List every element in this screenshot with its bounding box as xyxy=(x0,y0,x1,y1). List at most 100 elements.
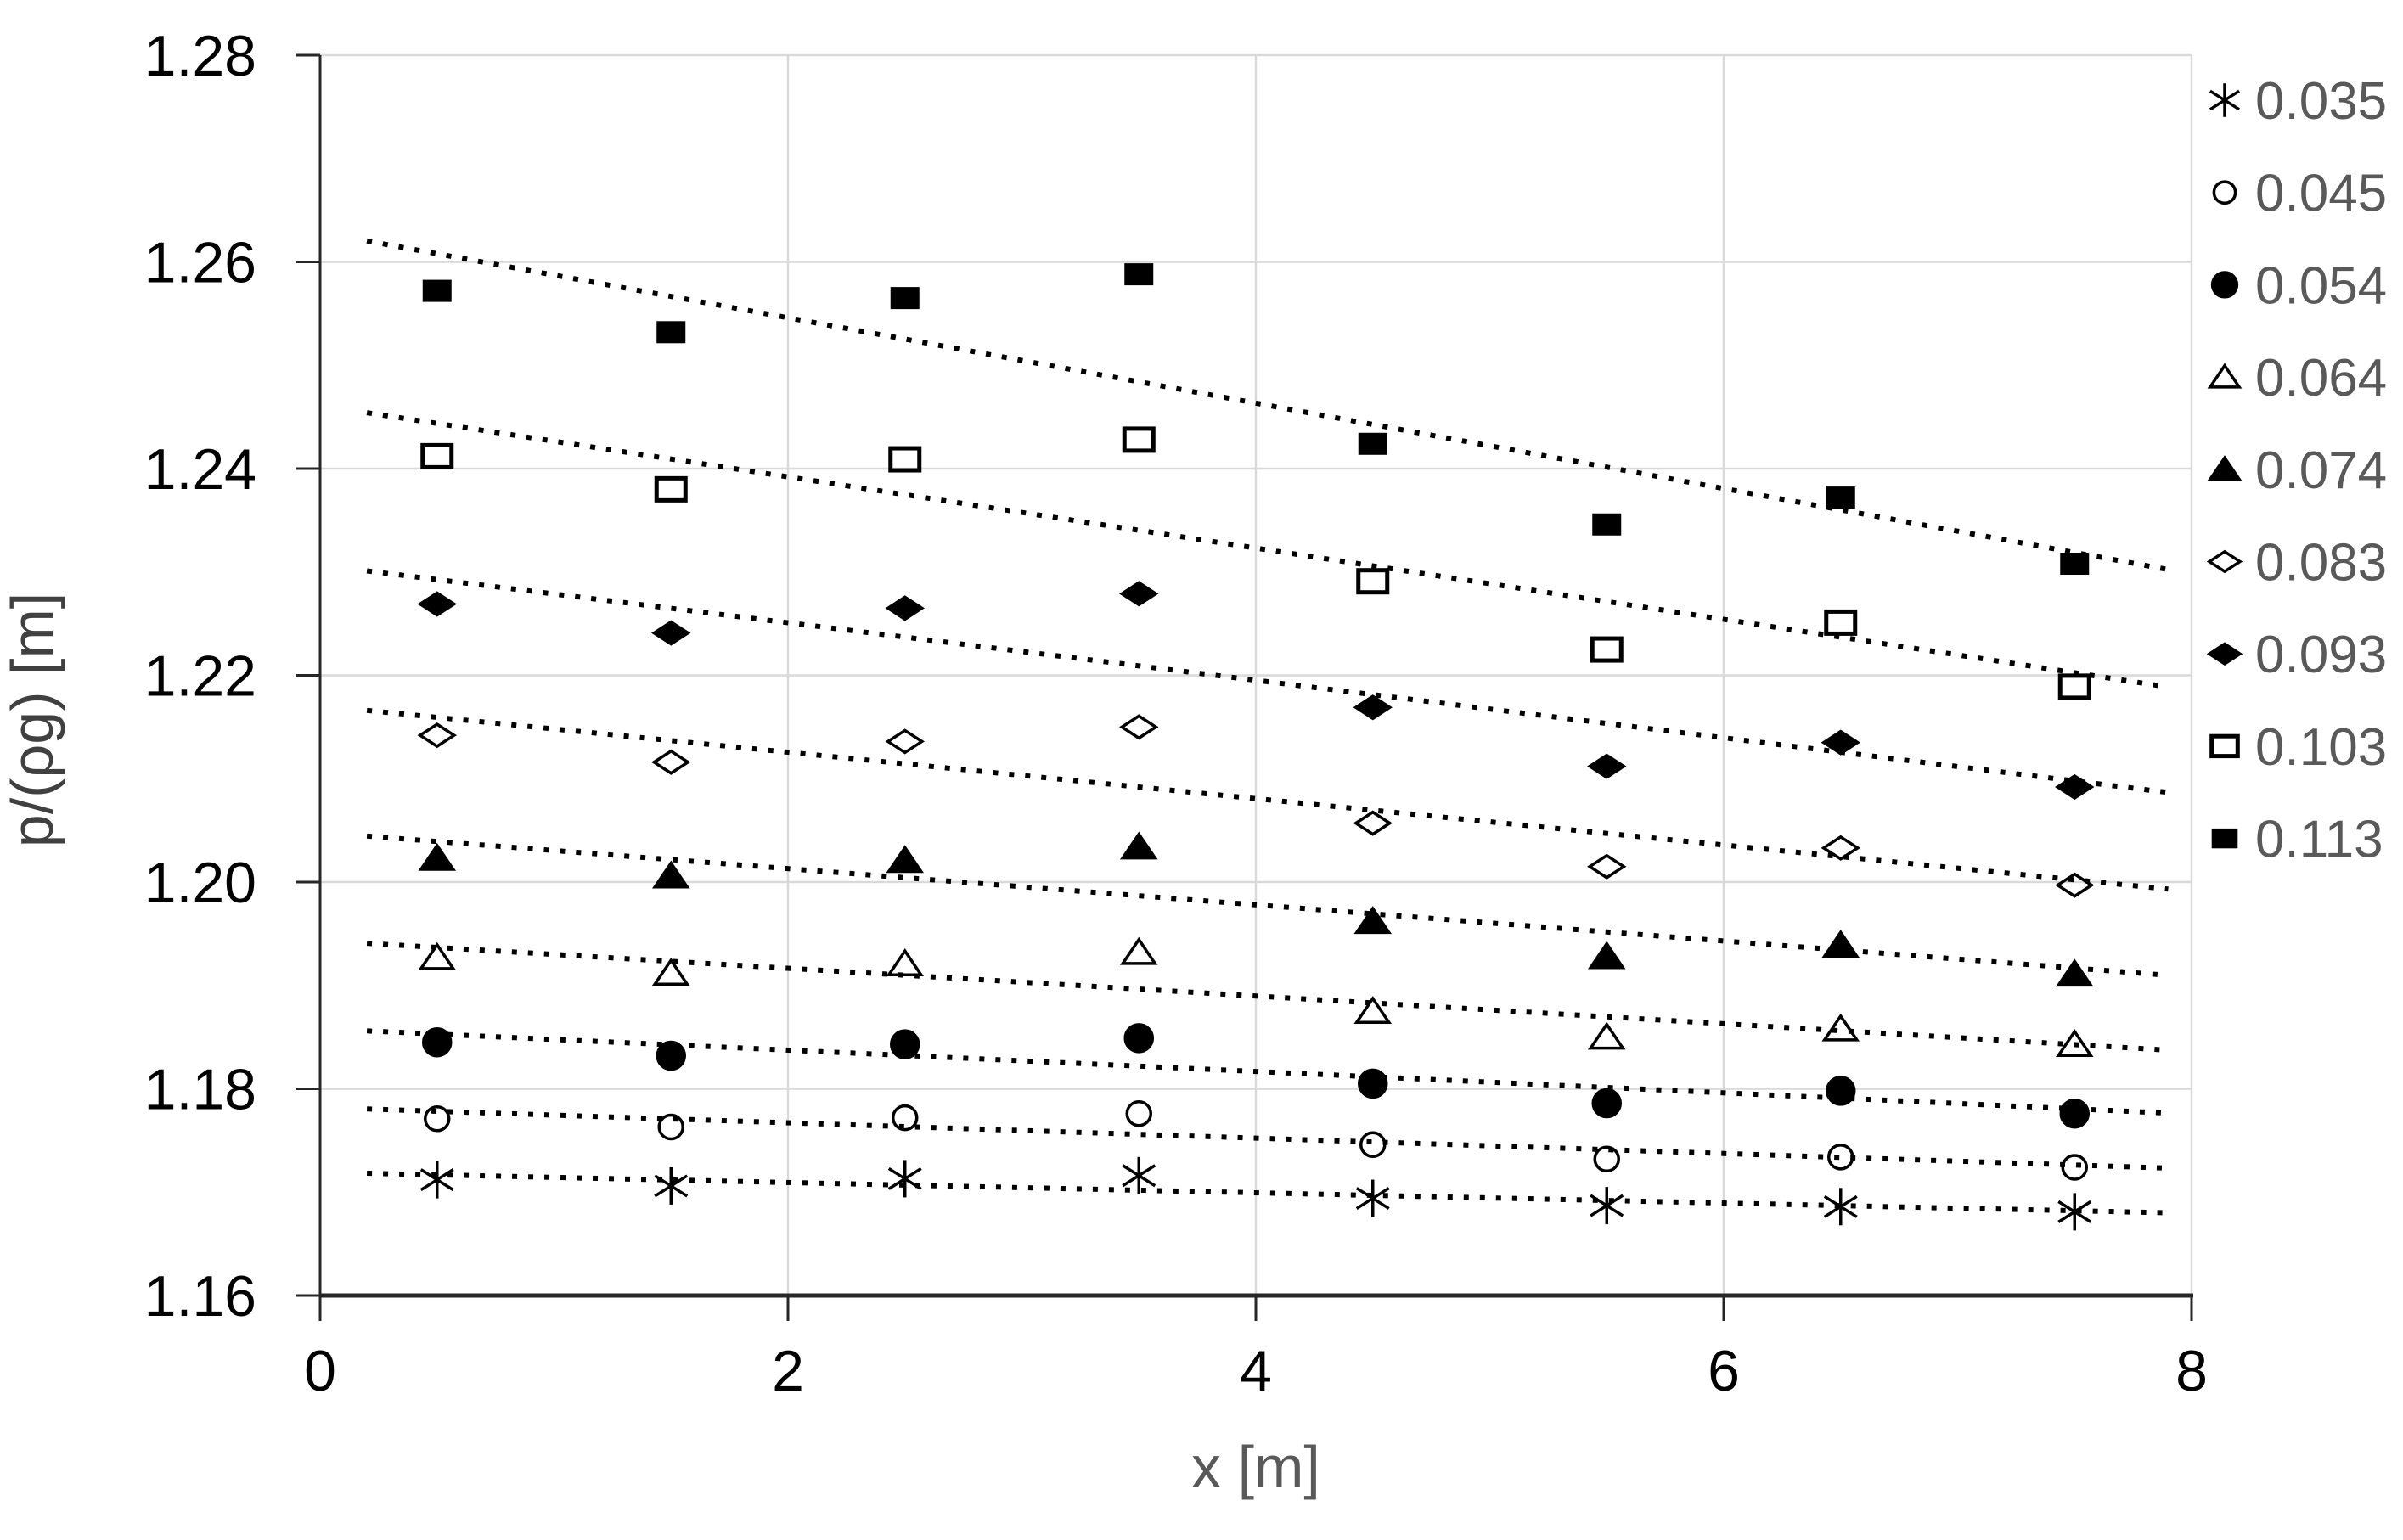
circle-marker xyxy=(656,1040,686,1071)
trendline xyxy=(366,707,2169,892)
y-tick-label: 1.20 xyxy=(144,851,256,915)
x-tick-label: 2 xyxy=(772,1339,804,1403)
data-point-marker xyxy=(422,1026,453,1058)
tick-labels: 0 2 4 6 8 1.16 1.18 1.20 1.22 1.24 1.26 1.28 xyxy=(144,24,2208,1403)
square-marker xyxy=(1824,609,1858,636)
square-marker xyxy=(422,279,452,302)
diamond-marker xyxy=(1587,753,1627,779)
diamond-marker xyxy=(651,749,691,775)
legend-label: 0.045 xyxy=(2255,165,2387,223)
data-point-marker xyxy=(1353,810,1393,836)
star6-spoke xyxy=(1823,1194,1858,1218)
data-point-marker xyxy=(1821,835,1860,861)
circle-marker xyxy=(1358,1068,1388,1099)
data-point-marker xyxy=(1353,996,1393,1024)
triangle-marker xyxy=(1821,1013,1860,1042)
data-point-marker xyxy=(654,475,688,503)
data-point-marker xyxy=(656,321,686,344)
series-0.093 xyxy=(366,568,2169,801)
x-tick-label: 8 xyxy=(2175,1339,2208,1403)
y-tick-label: 1.28 xyxy=(144,24,256,88)
circle-marker xyxy=(1125,1099,1152,1127)
data-point-marker xyxy=(1827,1144,1854,1171)
diamond-marker xyxy=(1119,581,1159,607)
trendline xyxy=(366,568,2169,795)
square-marker xyxy=(1826,486,1855,509)
data-point-marker xyxy=(1119,936,1158,965)
data-point-marker xyxy=(887,1160,922,1198)
triangle-marker xyxy=(418,941,457,970)
circle-marker xyxy=(1826,1076,1856,1106)
triangle-marker xyxy=(886,845,925,874)
trendline xyxy=(366,833,2169,978)
circle-marker xyxy=(2210,271,2239,299)
series-layer xyxy=(366,238,2169,1231)
data-point-marker xyxy=(417,722,457,749)
data-point-marker xyxy=(418,842,457,871)
axes xyxy=(296,53,2193,1321)
diamond-marker xyxy=(885,595,925,621)
star6-spoke xyxy=(1355,1187,1390,1211)
trendline xyxy=(366,1028,2169,1116)
diamond-marker xyxy=(1119,714,1159,740)
y-tick-label: 1.26 xyxy=(144,231,256,295)
data-point-marker xyxy=(1587,1021,1626,1050)
data-point-marker xyxy=(1592,513,1622,536)
diamond-marker xyxy=(417,722,457,749)
circle-marker xyxy=(1359,1131,1387,1158)
diamond-marker xyxy=(2206,642,2243,666)
data-point-marker xyxy=(885,728,925,755)
x-tick-label: 0 xyxy=(304,1339,336,1403)
data-point-marker xyxy=(1122,1156,1156,1194)
star6-spoke xyxy=(2057,1200,2092,1223)
data-point-marker xyxy=(886,948,925,976)
trendline xyxy=(366,238,2169,572)
triangle-marker xyxy=(1119,936,1158,965)
circle-marker xyxy=(2212,180,2237,205)
legend-label: 0.054 xyxy=(2255,256,2387,315)
data-point-marker xyxy=(2055,958,2094,987)
data-point-marker xyxy=(2212,180,2237,205)
legend-item-0.064: 0.064 xyxy=(2207,349,2387,407)
data-point-marker xyxy=(2059,1098,2090,1129)
data-point-marker xyxy=(1587,853,1627,880)
legend-item-0.074: 0.074 xyxy=(2207,441,2387,500)
triangle-marker xyxy=(1119,831,1158,860)
circle-marker xyxy=(2059,1098,2090,1129)
square-marker xyxy=(2060,553,2090,576)
triangle-marker xyxy=(2055,1029,2094,1057)
circle-marker xyxy=(657,1113,684,1141)
data-point-marker xyxy=(2057,1193,2092,1231)
star6-spoke xyxy=(419,1168,454,1192)
triangle-marker xyxy=(651,860,690,889)
diamond-marker xyxy=(1353,810,1393,836)
star6-spoke xyxy=(887,1166,922,1190)
trendline xyxy=(367,1171,2169,1216)
data-point-marker xyxy=(2209,733,2240,759)
data-point-marker xyxy=(1826,486,1855,509)
data-point-marker xyxy=(1587,941,1626,970)
square-marker xyxy=(2211,828,2238,849)
data-point-marker xyxy=(657,1113,684,1141)
circle-marker xyxy=(424,1105,451,1133)
legend-label: 0.035 xyxy=(2255,72,2387,131)
data-point-marker xyxy=(886,845,925,874)
data-point-marker xyxy=(2055,872,2095,898)
series-0.035 xyxy=(367,1156,2169,1231)
legend-item-0.054: 0.054 xyxy=(2210,256,2387,315)
data-point-marker xyxy=(2207,363,2243,389)
diamond-marker xyxy=(1587,853,1627,880)
triangle-marker xyxy=(2207,455,2243,481)
x-tick-label: 4 xyxy=(1240,1339,1272,1403)
diamond-marker xyxy=(1353,694,1393,721)
data-point-marker xyxy=(656,1040,686,1071)
circle-marker xyxy=(2061,1154,2088,1181)
square-marker xyxy=(1592,513,1622,536)
square-marker xyxy=(656,321,686,344)
diamond-marker xyxy=(417,591,457,617)
data-point-marker xyxy=(424,1105,451,1133)
data-point-marker xyxy=(1358,1068,1388,1099)
data-point-marker xyxy=(420,442,454,469)
series-0.045 xyxy=(367,1099,2169,1181)
